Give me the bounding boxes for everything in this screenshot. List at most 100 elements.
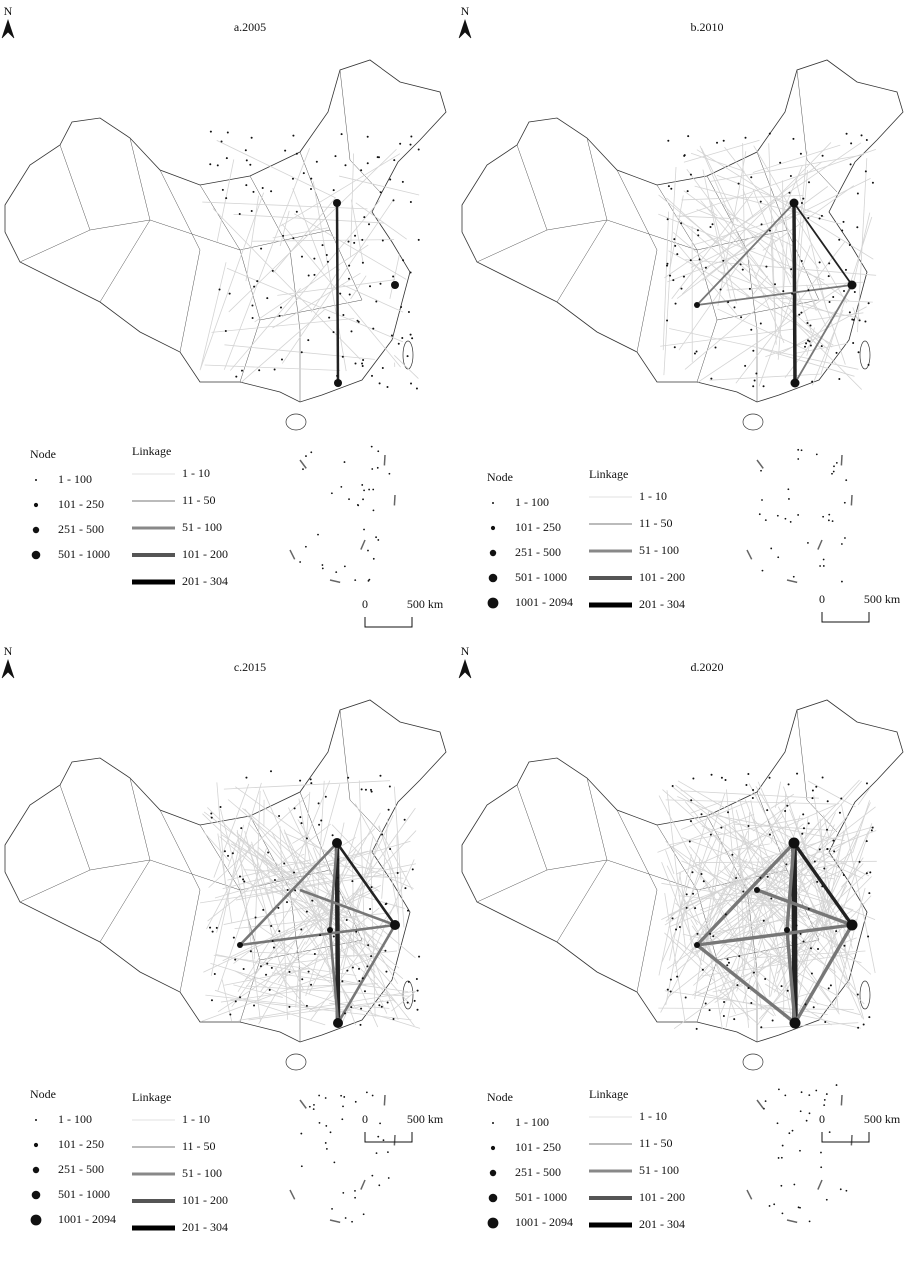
province-border (339, 69, 381, 193)
boundary-dash (289, 1189, 296, 1200)
node (278, 930, 281, 933)
node (270, 925, 273, 928)
node (310, 177, 313, 180)
node (870, 829, 873, 832)
node (346, 969, 349, 972)
linkage (666, 197, 833, 348)
island (299, 561, 302, 563)
node (250, 210, 253, 213)
node (744, 364, 747, 367)
node-legend-label: 1 - 100 (515, 1115, 549, 1129)
node (332, 331, 335, 334)
island (763, 1107, 765, 1110)
scale-start: 0 (819, 1112, 825, 1126)
node (770, 897, 773, 900)
node (723, 1001, 726, 1004)
node (254, 916, 257, 919)
node (801, 832, 804, 835)
linkage (389, 254, 400, 299)
node (331, 834, 334, 837)
node (720, 826, 723, 829)
linkage (230, 287, 301, 371)
node (800, 201, 803, 204)
node (407, 310, 410, 313)
node (685, 893, 688, 896)
node (755, 372, 758, 375)
node (688, 840, 691, 843)
node (336, 374, 339, 377)
linkage (759, 1022, 859, 1029)
node (813, 860, 816, 863)
island (797, 448, 800, 451)
node (333, 1018, 343, 1028)
node (709, 226, 712, 229)
node-legend-symbol (487, 1217, 499, 1229)
linkage (806, 284, 817, 311)
island (325, 1125, 328, 1127)
province-border (159, 809, 201, 993)
node (358, 980, 361, 983)
linkage (312, 181, 347, 372)
island (823, 1099, 826, 1101)
node (740, 316, 743, 319)
node (818, 217, 821, 220)
node (319, 934, 322, 937)
node (347, 277, 350, 280)
scale-start: 0 (362, 1112, 368, 1126)
node (788, 837, 800, 849)
node (235, 375, 238, 378)
node (307, 274, 310, 277)
node (366, 135, 369, 138)
node (313, 952, 316, 955)
linkage (237, 857, 322, 993)
node (299, 816, 302, 819)
linkage (701, 147, 739, 222)
node (417, 148, 420, 151)
node (689, 820, 692, 823)
node (762, 919, 765, 922)
linkage (328, 929, 340, 1024)
node (701, 968, 704, 971)
node (860, 134, 863, 137)
node (827, 987, 830, 990)
node (719, 288, 722, 291)
node (384, 903, 387, 906)
node (381, 833, 384, 836)
linkage (341, 283, 404, 313)
node (670, 187, 673, 190)
island (362, 1213, 365, 1216)
island (362, 498, 364, 501)
node (789, 1017, 801, 1029)
linkage (219, 836, 339, 938)
node (818, 848, 821, 851)
island (797, 1206, 800, 1209)
node (685, 906, 688, 909)
node (340, 133, 343, 136)
linkage (751, 275, 769, 296)
linkage (818, 823, 873, 982)
province-border (89, 859, 151, 871)
island (770, 547, 773, 550)
linkage (202, 201, 368, 210)
node (694, 942, 700, 948)
linkage (795, 179, 827, 310)
linkage (686, 169, 784, 299)
island (822, 515, 825, 518)
node (350, 1006, 353, 1009)
province-border (149, 859, 331, 891)
node (415, 977, 418, 980)
node (369, 285, 372, 288)
node (805, 342, 808, 345)
node (348, 264, 351, 267)
island (354, 579, 357, 582)
node (666, 264, 669, 267)
island (304, 545, 307, 548)
island (367, 549, 369, 552)
node (768, 229, 771, 232)
linkage (804, 999, 861, 1016)
node-legend-symbol (492, 1122, 494, 1124)
linkage (675, 784, 784, 869)
node (355, 930, 358, 933)
